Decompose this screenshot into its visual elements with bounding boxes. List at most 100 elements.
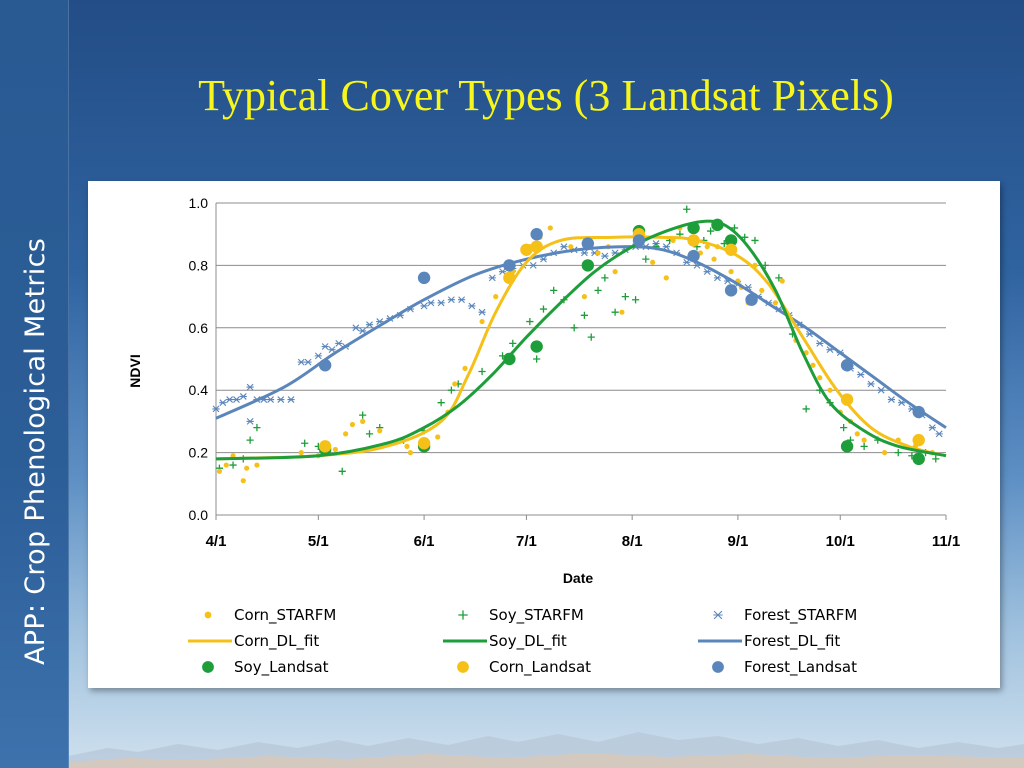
forest-landsat-point [632,234,646,247]
corn-starfm-point [595,250,601,256]
legend-label: Soy_Landsat [234,658,329,677]
sidebar-band [0,0,69,768]
x-tick-label: 4/1 [206,533,227,550]
corn-starfm-point [360,418,366,424]
corn-starfm-point [619,309,625,315]
corn-starfm-point [612,269,618,275]
forest-starfm-point [877,386,885,394]
corn-starfm-point [568,244,574,250]
x-axis-label: Date [563,570,594,586]
forest-landsat-point [840,359,854,372]
x-tick-label: 11/1 [932,533,960,550]
y-axis-label: NDVI [127,354,143,387]
data-series [212,205,947,484]
soy-landsat-point [711,218,724,232]
corn-landsat-point [530,240,543,253]
legend-swatch-forest-landsat [712,661,724,673]
soy-starfm-point [642,255,650,263]
forest-starfm-point [297,358,305,366]
soy-starfm-point [359,411,367,419]
forest-starfm-point [246,383,254,391]
forest-starfm-point [816,340,824,347]
soy-landsat-point [840,440,854,453]
corn-starfm-point [704,244,710,250]
corn-landsat-point [840,393,854,406]
soy-starfm-point [509,339,517,347]
corn-starfm-point [349,421,356,428]
soy-landsat-point [687,221,700,235]
corn-landsat-point [912,433,925,447]
soy-starfm-point [741,233,749,241]
forest-starfm-point [713,274,722,282]
corn-landsat-point [417,437,431,450]
corn-starfm-point [881,450,888,456]
forest-landsat-point [530,228,543,241]
soy-starfm-point [570,324,578,332]
corn-starfm-point [404,443,410,449]
forest-starfm-point [857,371,865,378]
slide-title: Typical Cover Types (3 Landsat Pixels) [198,71,894,120]
forest-starfm-point [266,396,275,403]
legend-label: Forest_STARFM [744,606,857,625]
forest-starfm-point [321,343,329,350]
corn-starfm-point [216,468,223,474]
soy-starfm-point [447,386,455,394]
legend-swatch-forest-starfm [713,610,723,620]
forest-landsat-point [318,359,332,372]
corn-landsat-point [520,243,533,256]
y-tick-label: 1.0 [189,195,209,211]
forest-starfm-point [359,327,367,335]
forest-starfm-point [928,424,936,432]
corn-starfm-point [854,431,860,437]
y-tick-label: 0.2 [189,445,209,461]
forest-starfm-point [437,299,445,307]
legend-swatch-corn-landsat [457,661,469,673]
forest-landsat-point [745,293,758,306]
forest-starfm-point [239,393,247,400]
soy-starfm-point [860,442,868,450]
corn-starfm-point [772,300,779,306]
corn-starfm-point [493,294,499,300]
y-tick-label: 0.8 [189,257,209,273]
soy-starfm-point [526,317,534,326]
corn-starfm-point [663,275,669,281]
corn-starfm-point [711,256,717,262]
soy-landsat-point [503,352,516,366]
soy-starfm-point [533,355,541,363]
forest-landsat-point [724,284,738,297]
soy-landsat-point [724,234,738,247]
forest-landsat-point [687,249,700,263]
y-tick-label: 0.4 [189,382,209,398]
forest-starfm-point [887,396,896,403]
corn-starfm-point [479,318,485,325]
forest-starfm-point [246,418,254,425]
forest-starfm-point [935,430,943,438]
legend-label: Soy_DL_fit [489,632,567,651]
corn-starfm-point [581,294,588,300]
corn-landsat-point [687,234,700,247]
soy-starfm-point [775,274,783,282]
forest-starfm-point [232,396,241,403]
soy-starfm-point [611,308,619,316]
grid-lines [216,202,946,454]
forest-starfm-point [212,405,220,413]
forest-starfm-point [352,324,360,332]
sidebar-label: APP: Crop Phenological Metrics [20,237,51,665]
forest-starfm-point [458,296,466,304]
forest-starfm-point [287,396,295,403]
forest-landsat-point [503,259,516,272]
corn-starfm-point [650,259,656,265]
legend-swatch-corn-starfm [204,611,212,619]
forest-starfm-point [365,321,374,329]
corn-landsat-point [503,271,516,285]
soy-starfm-point [301,439,309,447]
soy-starfm-point [601,274,609,282]
forest-starfm-point [560,243,568,251]
forest-starfm-point [601,252,609,260]
ndvi-chart: 0.0 0.2 0.4 0.6 0.8 1.0 4/1 5/1 6/1 7/1 8/1 9/1 10/1… [127,195,960,677]
soy-landsat-point [581,259,595,272]
corn-starfm-point [547,225,553,231]
mountain-range-image [68,732,1024,768]
forest-starfm-point [683,258,691,266]
x-tick-label: 8/1 [622,533,643,550]
